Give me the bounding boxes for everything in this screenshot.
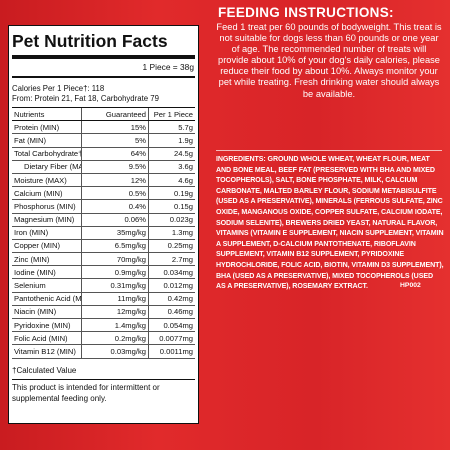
nutrient-row: Fat (MIN) 5% 1.9g	[12, 133, 195, 148]
nutrient-name: Pantothenic Acid (MIN)	[12, 292, 82, 306]
nutrient-guaranteed: 0.9mg/kg	[81, 265, 149, 280]
nutrient-name: Fat (MIN)	[12, 133, 82, 148]
nutrient-guaranteed: 70mg/kg	[81, 252, 149, 267]
nutrient-name: Dietary Fiber (MAX)	[12, 160, 82, 174]
calculated-value-footnote: †Calculated Value	[12, 365, 77, 375]
nutrient-name: Iron (MIN)	[12, 226, 82, 240]
divider	[12, 107, 195, 108]
nutrient-guaranteed: 5%	[81, 133, 149, 148]
nutrient-rows: Protein (MIN) 15% 5.7g Fat (MIN) 5% 1.9g Total…	[12, 120, 195, 359]
nutrient-row: Vitamin B12 (MIN) 0.03mg/kg 0.0011mg	[12, 344, 195, 359]
nutrient-name: Folic Acid (MIN)	[12, 331, 82, 346]
nutrient-per-piece: 24.5g	[148, 147, 195, 161]
calories-line: Calories Per 1 Piece†: 118	[12, 84, 105, 93]
nutrient-row: Phosphorus (MIN) 0.4% 0.15g	[12, 199, 195, 214]
nutrient-per-piece: 3.6g	[148, 160, 195, 174]
nutrient-per-piece: 1.9g	[148, 133, 195, 148]
nutrient-name: Iodine (MIN)	[12, 265, 82, 280]
ingredients-block: INGREDIENTS: Ground whole wheat, wheat f…	[216, 154, 444, 292]
nutrient-guaranteed: 12%	[81, 173, 149, 188]
nutrient-per-piece: 0.19g	[148, 186, 195, 201]
nutrient-header-row: Nutrients Guaranteed Per 1 Piece	[12, 108, 195, 122]
per-piece-header: Per 1 Piece	[148, 108, 195, 122]
calories-breakdown: From: Protein 21, Fat 18, Carbohydrate 7…	[12, 94, 159, 103]
nutrient-row: Pyridoxine (MIN) 1.4mg/kg 0.054mg	[12, 318, 195, 333]
nutrient-per-piece: 0.054mg	[148, 318, 195, 333]
serving-size: 1 Piece = 38g	[142, 62, 194, 72]
nutrient-row: Total Carbohydrate† (MAX)64%24.5g	[12, 147, 195, 161]
nutrient-guaranteed: 35mg/kg	[81, 226, 149, 240]
nutrient-name: Copper (MIN)	[12, 239, 82, 254]
nutrient-name: Protein (MIN)	[12, 120, 82, 135]
nutrient-per-piece: 0.46mg	[148, 305, 195, 320]
nutrient-row: Niacin (MIN) 12mg/kg 0.46mg	[12, 305, 195, 320]
nutrient-row: Protein (MIN) 15% 5.7g	[12, 120, 195, 135]
nutrient-guaranteed: 0.06%	[81, 213, 149, 227]
nutrient-per-piece: 0.15g	[148, 199, 195, 214]
ingredients-label: INGREDIENTS:	[216, 155, 266, 163]
feeding-disclaimer: This product is intended for intermitten…	[12, 382, 160, 403]
nutrient-guaranteed: 0.03mg/kg	[81, 344, 149, 359]
nutrient-per-piece: 5.7g	[148, 120, 195, 135]
nutrient-row: Moisture (MAX) 12% 4.6g	[12, 173, 195, 188]
nutrient-guaranteed: 0.5%	[81, 186, 149, 201]
nutrient-per-piece: 0.0077mg	[148, 331, 195, 346]
nutrient-name: Selenium	[12, 278, 82, 293]
nutrient-per-piece: 2.7mg	[148, 252, 195, 267]
nutrient-table: Nutrients Guaranteed Per 1 Piece Protein…	[12, 108, 195, 359]
nutrient-name: Calcium (MIN)	[12, 186, 82, 201]
nutrient-row: Iodine (MIN) 0.9mg/kg 0.034mg	[12, 265, 195, 280]
nutrient-guaranteed: 11mg/kg	[81, 292, 149, 306]
nutrient-row: Copper (MIN) 6.5mg/kg 0.25mg	[12, 239, 195, 254]
nutrient-name: Total Carbohydrate† (MAX)	[12, 147, 82, 161]
nutrient-guaranteed: 1.4mg/kg	[81, 318, 149, 333]
nutrient-per-piece: 0.012mg	[148, 278, 195, 293]
nutrient-row: Magnesium (MIN) 0.06% 0.023g	[12, 213, 195, 227]
nutrient-name: Pyridoxine (MIN)	[12, 318, 82, 333]
feeding-instructions-text: Feed 1 treat per 60 pounds of bodyweight…	[216, 22, 442, 99]
nutrient-name: Phosphorus (MIN)	[12, 199, 82, 214]
nutrient-guaranteed: 64%	[81, 147, 149, 161]
nutrient-per-piece: 0.0011mg	[148, 344, 195, 359]
nutrient-guaranteed: 0.31mg/kg	[81, 278, 149, 293]
nutrient-per-piece: 4.6g	[148, 173, 195, 188]
nutrient-row: Pantothenic Acid (MIN)11mg/kg0.42mg	[12, 292, 195, 306]
nutrient-per-piece: 0.25mg	[148, 239, 195, 254]
nutrient-row: Calcium (MIN) 0.5% 0.19g	[12, 186, 195, 201]
nutrient-per-piece: 0.034mg	[148, 265, 195, 280]
nutrient-name: Moisture (MAX)	[12, 173, 82, 188]
nutrient-per-piece: 0.42mg	[148, 292, 195, 306]
nutrient-name: Magnesium (MIN)	[12, 213, 82, 227]
product-code: HP002	[400, 282, 421, 289]
divider	[12, 378, 195, 380]
nutrient-name: Vitamin B12 (MIN)	[12, 344, 82, 359]
nutrient-name: Niacin (MIN)	[12, 305, 82, 320]
nutrients-header: Nutrients	[12, 108, 82, 122]
nutrient-per-piece: 0.023g	[148, 213, 195, 227]
ingredients-text: Ground whole wheat, wheat flour, meat an…	[216, 155, 444, 291]
nutrient-row: Selenium 0.31mg/kg 0.012mg	[12, 278, 195, 293]
nutrient-name: Zinc (MIN)	[12, 252, 82, 267]
nutrient-row: Dietary Fiber (MAX)9.5%3.6g	[12, 160, 195, 174]
nutrient-guaranteed: 15%	[81, 120, 149, 135]
nutrient-guaranteed: 9.5%	[81, 160, 149, 174]
nutrition-facts-panel: Pet Nutrition Facts 1 Piece = 38g Calori…	[8, 25, 199, 424]
nutrient-guaranteed: 6.5mg/kg	[81, 239, 149, 254]
nutrient-per-piece: 1.3mg	[148, 226, 195, 240]
calories-info: Calories Per 1 Piece†: 118 From: Protein…	[12, 84, 195, 104]
thick-divider	[12, 55, 195, 59]
feeding-instructions-title: FEEDING INSTRUCTIONS:	[218, 5, 394, 20]
divider	[12, 76, 195, 78]
nutrient-row: Zinc (MIN) 70mg/kg 2.7mg	[12, 252, 195, 267]
guaranteed-header: Guaranteed	[81, 108, 149, 122]
nutrient-row: Iron (MIN) 35mg/kg 1.3mg	[12, 226, 195, 240]
nutrition-title: Pet Nutrition Facts	[12, 31, 168, 51]
nutrient-guaranteed: 0.2mg/kg	[81, 331, 149, 346]
nutrient-guaranteed: 0.4%	[81, 199, 149, 214]
section-divider	[216, 150, 442, 151]
nutrient-row: Folic Acid (MIN) 0.2mg/kg 0.0077mg	[12, 331, 195, 346]
nutrient-guaranteed: 12mg/kg	[81, 305, 149, 320]
